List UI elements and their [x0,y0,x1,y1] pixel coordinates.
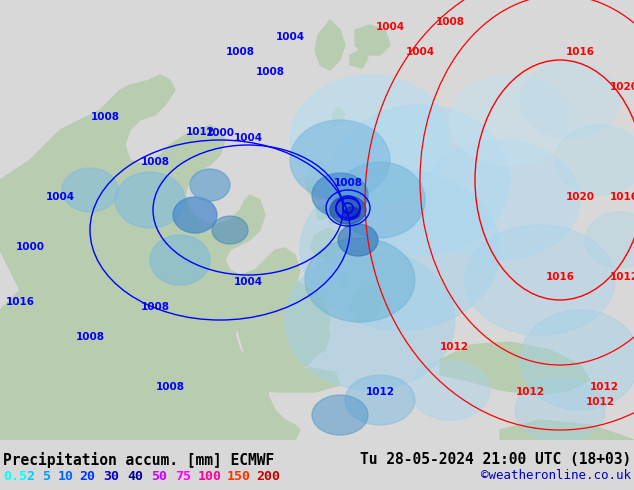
Ellipse shape [420,140,580,260]
Text: 1008: 1008 [226,47,254,57]
Text: 5: 5 [42,469,50,483]
Text: 50: 50 [151,469,167,483]
Text: 1012: 1012 [439,342,469,352]
Text: 20: 20 [79,469,95,483]
Ellipse shape [173,197,217,233]
Ellipse shape [212,216,248,244]
Text: 1008: 1008 [141,302,169,312]
Polygon shape [338,272,350,288]
Polygon shape [316,205,328,220]
Ellipse shape [585,212,634,268]
Polygon shape [115,262,225,318]
Text: 10: 10 [58,469,74,483]
Ellipse shape [345,375,415,425]
Polygon shape [500,420,634,440]
Ellipse shape [330,105,510,255]
Text: Tu 28-05-2024 21:00 UTC (18+03): Tu 28-05-2024 21:00 UTC (18+03) [359,452,631,467]
Ellipse shape [555,125,634,195]
Ellipse shape [450,75,570,165]
Polygon shape [238,280,330,375]
Ellipse shape [330,196,366,224]
Text: 1012: 1012 [586,397,614,407]
Ellipse shape [335,162,425,238]
Text: 1008: 1008 [155,382,184,392]
Text: ©weatheronline.co.uk: ©weatheronline.co.uk [481,469,631,482]
Ellipse shape [300,170,500,330]
Text: 1000: 1000 [205,128,235,138]
Ellipse shape [338,224,378,256]
Text: 30: 30 [103,469,119,483]
Text: 100: 100 [198,469,222,483]
Polygon shape [440,342,590,395]
Text: 1000: 1000 [15,242,44,252]
Text: 1008: 1008 [256,67,285,77]
Ellipse shape [312,173,368,217]
Text: 1012: 1012 [609,272,634,282]
Polygon shape [250,368,340,392]
Text: 1004: 1004 [233,133,262,143]
Ellipse shape [150,235,210,285]
Ellipse shape [115,172,185,228]
Text: 1020: 1020 [566,192,595,202]
Ellipse shape [312,395,368,435]
Text: 200: 200 [256,469,280,483]
Ellipse shape [520,62,620,138]
Text: 1004: 1004 [375,22,404,32]
Polygon shape [310,228,340,258]
Text: 1016: 1016 [566,47,595,57]
Text: 2: 2 [26,469,34,483]
Text: 1008: 1008 [436,17,465,27]
Ellipse shape [344,207,360,219]
Ellipse shape [515,378,605,442]
Text: 1012: 1012 [590,382,619,392]
Text: 1012: 1012 [186,127,214,137]
Polygon shape [350,50,368,68]
Polygon shape [305,160,335,200]
Text: 0.5: 0.5 [3,469,27,483]
Text: 1004: 1004 [46,192,75,202]
Text: 1004: 1004 [275,32,304,42]
Text: 1016: 1016 [609,192,634,202]
Text: 1016: 1016 [545,272,574,282]
Ellipse shape [290,75,450,205]
Polygon shape [332,108,345,125]
Ellipse shape [290,120,390,200]
Text: 40: 40 [127,469,143,483]
Text: 1008: 1008 [75,332,105,342]
Ellipse shape [285,250,455,390]
Polygon shape [350,285,382,322]
Text: 1012: 1012 [365,387,394,397]
Polygon shape [328,210,337,224]
Text: 1016: 1016 [6,297,34,307]
Polygon shape [0,75,330,440]
Text: 1008: 1008 [141,157,169,167]
Text: 150: 150 [227,469,251,483]
Text: 1008: 1008 [333,178,363,188]
Ellipse shape [190,169,230,201]
Polygon shape [355,25,390,55]
Text: 1004: 1004 [405,47,434,57]
Ellipse shape [410,360,490,420]
Text: 1012: 1012 [515,387,545,397]
Ellipse shape [62,168,118,212]
Text: 1008: 1008 [91,112,119,122]
Ellipse shape [305,238,415,322]
Ellipse shape [465,225,615,335]
Text: Precipitation accum. [mm] ECMWF: Precipitation accum. [mm] ECMWF [3,452,275,468]
Text: 1004: 1004 [233,277,262,287]
Text: 75: 75 [175,469,191,483]
Polygon shape [315,20,345,70]
Ellipse shape [520,310,634,410]
Text: 1020: 1020 [609,82,634,92]
